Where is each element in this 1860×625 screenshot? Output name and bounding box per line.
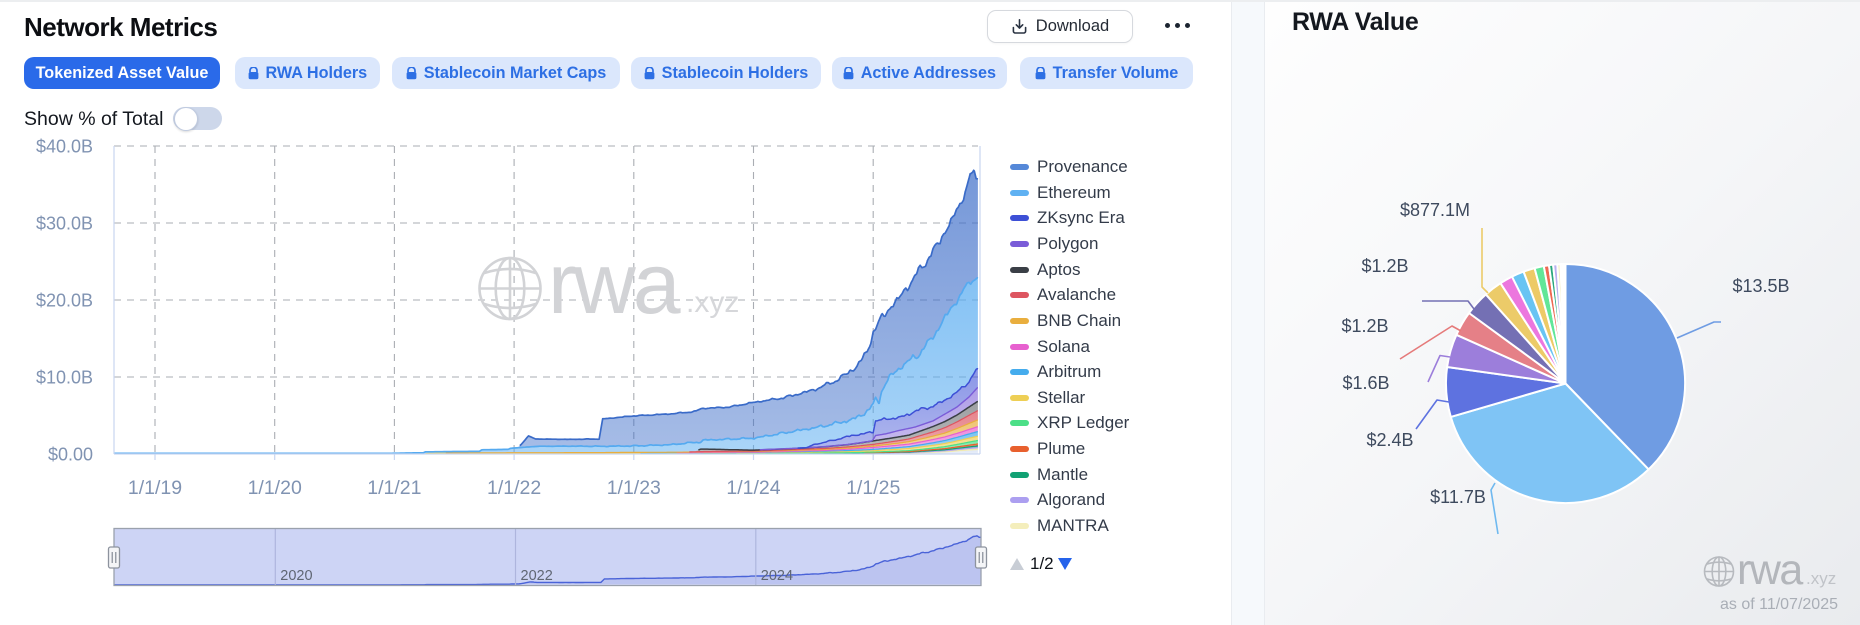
svg-text:$0.00: $0.00 [48,445,93,465]
svg-text:2022: 2022 [521,568,553,584]
svg-text:$20.0B: $20.0B [36,291,93,311]
svg-text:rwa: rwa [1737,546,1803,594]
svg-text:$1.6B: $1.6B [1342,373,1389,393]
svg-text:1/1/19: 1/1/19 [128,477,182,499]
svg-text:1/1/22: 1/1/22 [487,477,541,499]
svg-text:$1.2B: $1.2B [1341,316,1388,336]
svg-text:as of 11/07/2025: as of 11/07/2025 [1720,596,1838,613]
svg-text:$13.5B: $13.5B [1732,276,1789,296]
svg-text:$40.0B: $40.0B [36,137,93,157]
svg-text:2024: 2024 [761,568,793,584]
svg-text:$2.4B: $2.4B [1366,430,1413,450]
svg-text:.xyz: .xyz [686,286,739,319]
svg-text:1/1/25: 1/1/25 [846,477,900,499]
svg-text:$11.7B: $11.7B [1430,487,1486,507]
svg-text:$1.2B: $1.2B [1361,256,1408,276]
svg-text:1/1/24: 1/1/24 [726,477,780,499]
svg-text:$877.1M: $877.1M [1400,200,1470,220]
svg-text:1/1/20: 1/1/20 [248,477,302,499]
svg-text:.xyz: .xyz [1806,569,1836,588]
svg-text:1/1/21: 1/1/21 [367,477,421,499]
svg-text:rwa: rwa [548,236,681,332]
svg-text:1/1/23: 1/1/23 [607,477,661,499]
svg-text:2020: 2020 [280,568,312,584]
svg-text:$10.0B: $10.0B [36,368,93,388]
svg-text:$30.0B: $30.0B [36,214,93,234]
